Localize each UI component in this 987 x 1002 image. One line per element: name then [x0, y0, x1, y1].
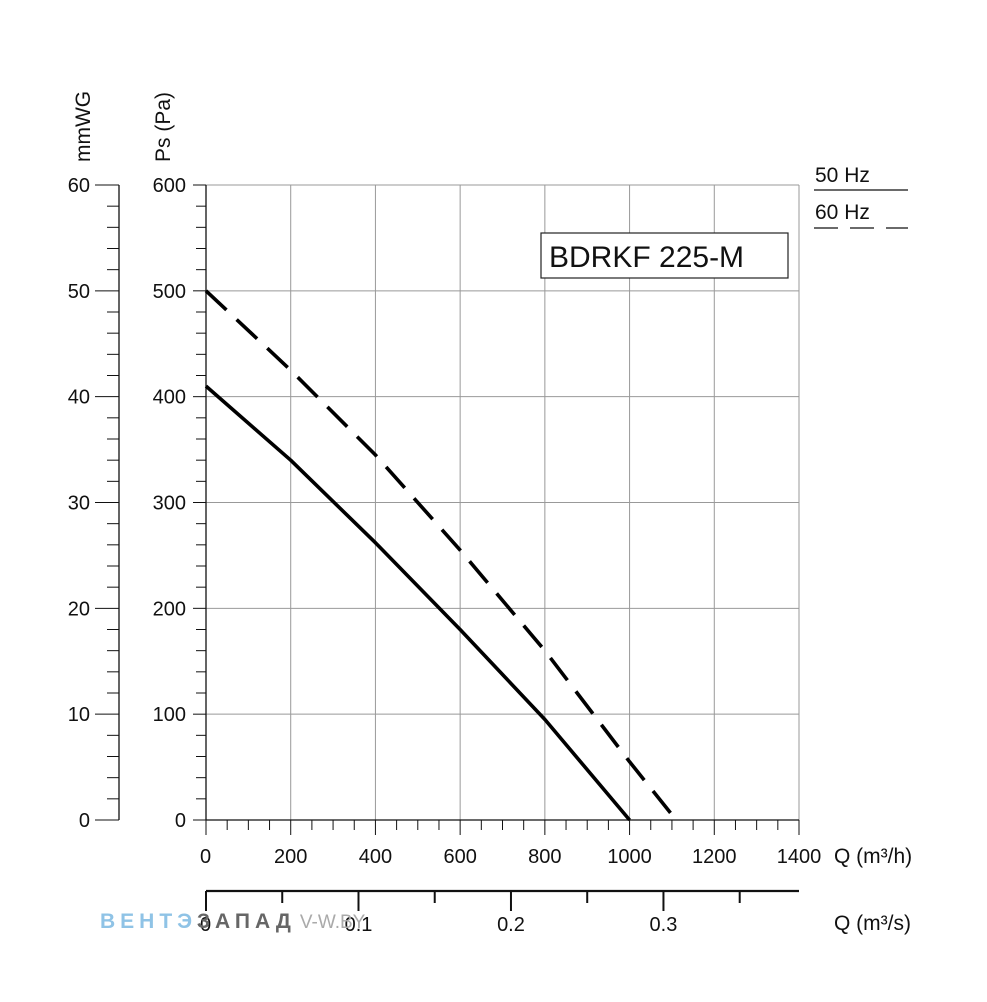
y-tick-label: 600 [153, 175, 186, 197]
x-tick-label: 1000 [607, 846, 652, 868]
x-tick-label: 200 [274, 846, 307, 868]
x-tick-label: 0 [200, 846, 211, 868]
y2-tick-label: 0 [79, 810, 90, 832]
y2-tick-label: 40 [68, 387, 90, 409]
x2-axis-label: Q (m³/s) [834, 912, 911, 935]
y-tick-label: 100 [153, 704, 186, 726]
x-tick-label: 400 [359, 846, 392, 868]
series-60hz-line [204, 289, 678, 822]
x-axis-label: Q (m³/h) [834, 845, 912, 868]
legend-50hz-label: 50 Hz [815, 164, 870, 187]
y-tick-label: 500 [153, 281, 186, 303]
y-tick-label: 400 [153, 387, 186, 409]
x-tick-label: 800 [528, 846, 561, 868]
y2-tick-label: 60 [68, 175, 90, 197]
chart-title: BDRKF 225-M [549, 241, 744, 274]
y-tick-label: 300 [153, 493, 186, 515]
y2-tick-label: 30 [68, 493, 90, 515]
y2-tick-label: 50 [68, 281, 90, 303]
title-box [540, 232, 789, 279]
x2-tick-label: 0.1 [345, 914, 373, 936]
y-tick-label: 200 [153, 598, 186, 620]
watermark-part1: ВЕНТЭ [100, 910, 197, 933]
y2-tick-label: 20 [68, 598, 90, 620]
x-tick-label: 1400 [777, 846, 822, 868]
watermark-part3: V-W.BY [299, 912, 366, 933]
series-50hz-line [204, 384, 631, 822]
x2-tick-label: 0 [200, 914, 211, 936]
x2-tick-label: 0.3 [650, 914, 678, 936]
watermark-part2: ЗАПАД [196, 910, 296, 933]
x-tick-label: 1200 [692, 846, 737, 868]
chart-grid [206, 184, 800, 820]
chart-axes [95, 184, 800, 911]
x-tick-label: 600 [443, 846, 476, 868]
y2-axis-label: mmWG [72, 91, 95, 162]
watermark: ВЕНТЭЗАПАД V-W.BY [100, 910, 365, 934]
y-axis-label: Ps (Pa) [152, 92, 175, 162]
y-tick-label: 0 [175, 810, 186, 832]
x2-tick-label: 0.2 [497, 914, 525, 936]
y2-tick-label: 10 [68, 704, 90, 726]
chart-curves [204, 289, 678, 822]
legend-60hz-label: 60 Hz [815, 201, 870, 224]
